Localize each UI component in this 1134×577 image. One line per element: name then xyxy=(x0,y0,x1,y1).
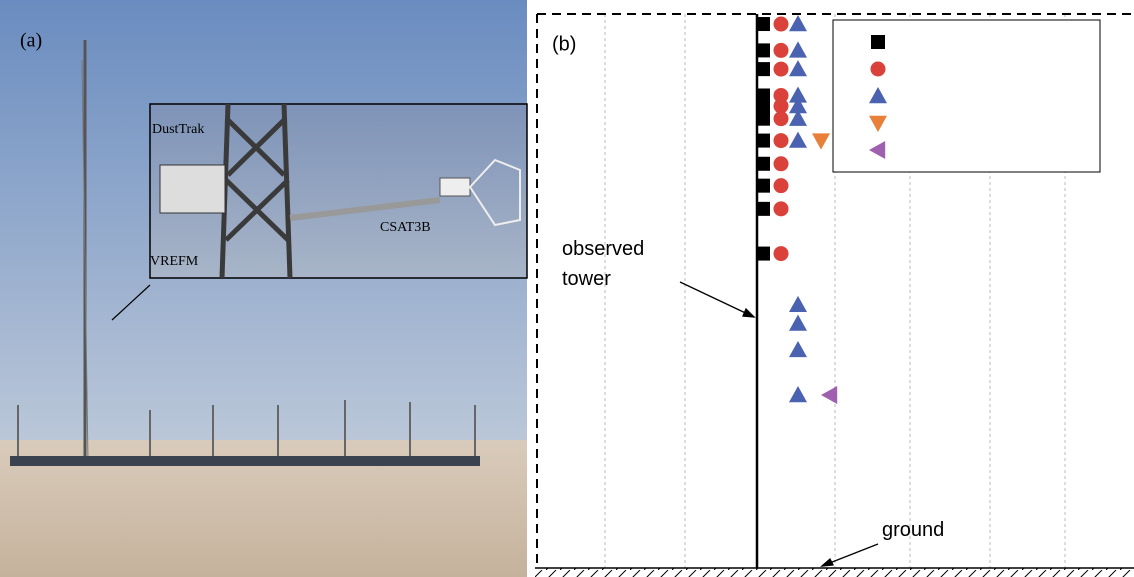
panel-label: (b) xyxy=(552,33,576,55)
point xyxy=(756,157,770,171)
panel-label: (a) xyxy=(20,30,42,52)
point xyxy=(756,112,770,126)
point xyxy=(756,247,770,261)
photo: (a) DustTrak VREFM CSAT3B xyxy=(0,0,527,577)
point xyxy=(789,41,807,57)
point xyxy=(756,43,770,57)
point xyxy=(774,156,789,171)
point xyxy=(789,60,807,76)
legend-marker xyxy=(871,62,886,77)
point xyxy=(789,315,807,331)
page: (a) DustTrak VREFM CSAT3B (b) observed t… xyxy=(0,0,1134,577)
point xyxy=(789,386,807,402)
annotation: ground xyxy=(882,515,944,545)
annotation-arrows xyxy=(680,282,878,566)
point xyxy=(774,62,789,77)
callout: VREFM xyxy=(150,254,199,269)
callout: DustTrak xyxy=(152,122,204,137)
point xyxy=(774,178,789,193)
point xyxy=(789,15,807,31)
point xyxy=(756,17,770,31)
point xyxy=(774,246,789,261)
point xyxy=(756,62,770,76)
point xyxy=(756,99,770,113)
point xyxy=(774,111,789,126)
point xyxy=(756,134,770,148)
legend-marker xyxy=(871,35,885,49)
point xyxy=(774,17,789,32)
point xyxy=(789,132,807,148)
callout: CSAT3B xyxy=(380,220,431,235)
point xyxy=(789,296,807,312)
point xyxy=(774,133,789,148)
point xyxy=(774,201,789,216)
marks xyxy=(756,15,837,404)
point xyxy=(774,43,789,58)
annotation: observed tower xyxy=(562,234,672,294)
point xyxy=(756,179,770,193)
point xyxy=(789,341,807,357)
point xyxy=(821,386,837,404)
point xyxy=(812,133,830,149)
point xyxy=(756,202,770,216)
